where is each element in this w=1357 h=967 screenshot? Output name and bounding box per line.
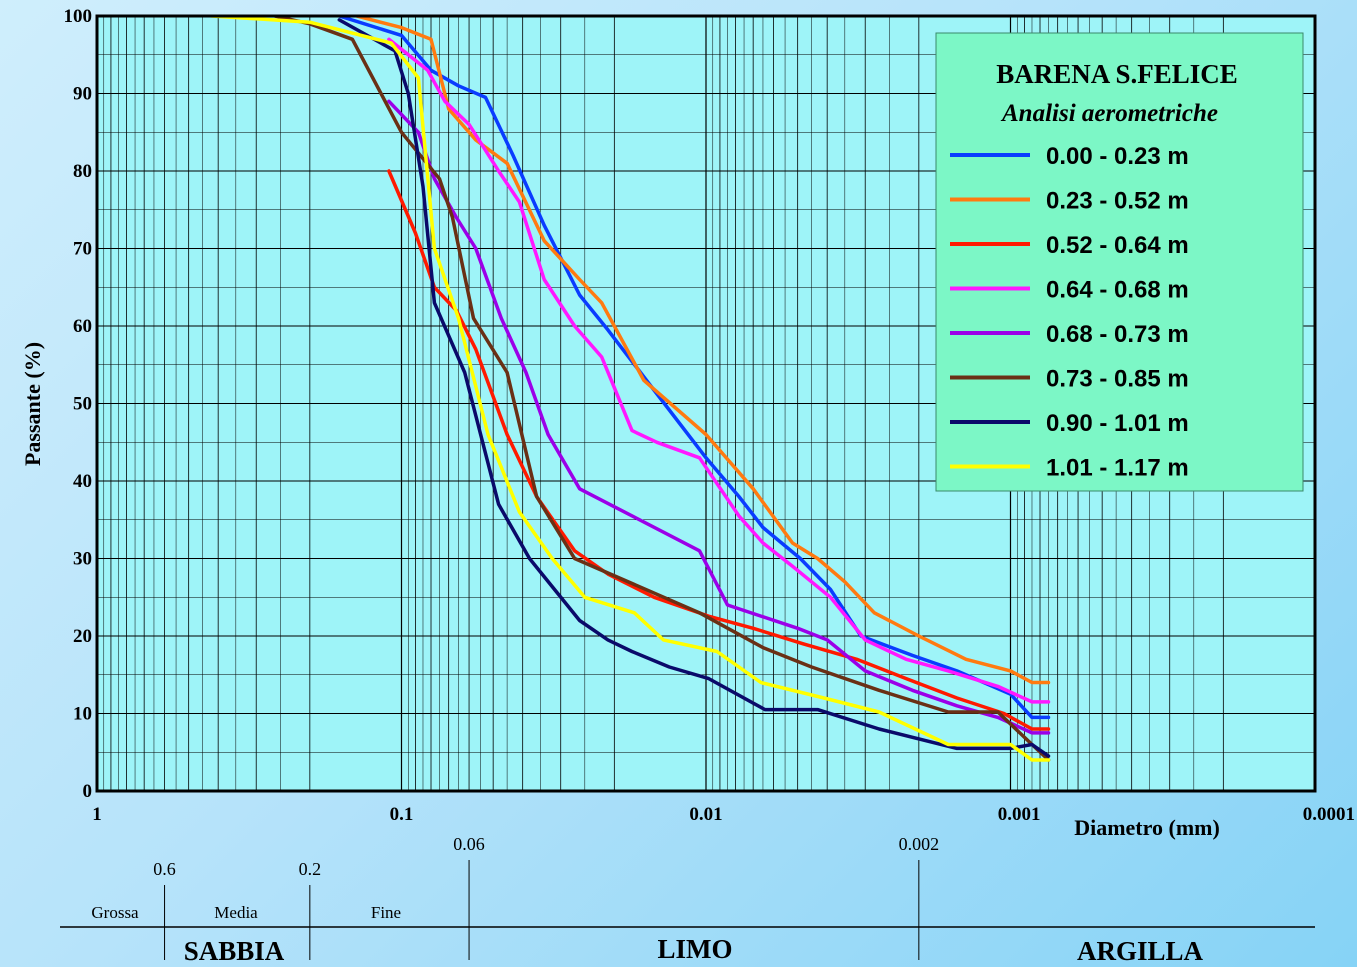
y-tick-label: 0 [83, 781, 93, 802]
plot-frame [95, 14, 1317, 793]
soil-class-sand: SABBIA [184, 936, 285, 966]
y-tick-label: 40 [73, 471, 92, 492]
soil-boundary-label: 0.002 [899, 834, 940, 854]
soil-classification-scale: 0.6 0.2 0.06 0.002 Grossa Media Fine SABBIA… [60, 834, 1315, 966]
x-tick-label: 0.01 [689, 804, 722, 825]
sand-subclass-medium: Media [214, 903, 258, 922]
legend-label: 0.52 - 0.64 m [1046, 232, 1189, 259]
x-axis-title: Diametro (mm) [1074, 815, 1220, 840]
y-tick-label: 20 [73, 626, 92, 647]
legend-label: 1.01 - 1.17 m [1046, 455, 1189, 482]
y-axis-title: Passante (%) [20, 342, 45, 466]
soil-boundary-label: 0.2 [299, 859, 322, 879]
legend-label: 0.68 - 0.73 m [1046, 321, 1189, 348]
data-series [209, 16, 1051, 762]
legend-subtitle: Analisi aerometriche [1000, 100, 1218, 127]
series-line [387, 99, 1051, 735]
y-tick-labels: 0 10 20 30 40 50 60 70 80 90 100 [64, 6, 93, 802]
x-tick-label: 0.0001 [1303, 804, 1355, 825]
x-tick-label: 0.001 [998, 804, 1041, 825]
y-tick-label: 50 [73, 394, 92, 415]
soil-boundary-label: 0.6 [153, 859, 176, 879]
legend-label: 0.23 - 0.52 m [1046, 188, 1189, 215]
x-tick-label: 1 [92, 804, 102, 825]
soil-boundary-label: 0.06 [453, 834, 485, 854]
y-tick-label: 80 [73, 161, 92, 182]
legend-box [935, 32, 1304, 492]
legend: BARENA S.FELICE Analisi aerometriche 0.0… [935, 32, 1304, 492]
sand-subclass-fine: Fine [371, 903, 401, 922]
legend-title: BARENA S.FELICE [996, 59, 1238, 89]
sand-subclass-coarse: Grossa [91, 903, 139, 922]
y-tick-label: 10 [73, 704, 92, 725]
y-tick-label: 70 [73, 239, 92, 260]
legend-items: 0.00 - 0.23 m 0.23 - 0.52 m 0.52 - 0.64 m 0… [950, 143, 1189, 482]
x-tick-labels: 1 0.1 0.01 0.001 0.0001 [92, 804, 1355, 825]
y-tick-label: 30 [73, 549, 92, 570]
legend-label: 0.00 - 0.23 m [1046, 143, 1189, 170]
y-tick-label: 60 [73, 316, 92, 337]
soil-class-clay: ARGILLA [1077, 936, 1204, 966]
soil-class-silt: LIMO [657, 934, 732, 964]
series-line [337, 18, 1051, 758]
y-tick-label: 90 [73, 84, 92, 105]
legend-label: 0.73 - 0.85 m [1046, 366, 1189, 393]
legend-label: 0.64 - 0.68 m [1046, 277, 1189, 304]
soil-boundaries: 0.6 0.2 0.06 0.002 [153, 834, 939, 960]
legend-label: 0.90 - 1.01 m [1046, 410, 1189, 437]
series-line [209, 16, 1051, 762]
y-tick-label: 100 [64, 6, 93, 27]
series-line [337, 16, 1051, 720]
series-line [273, 16, 1051, 762]
x-tick-label: 0.1 [390, 804, 414, 825]
series-line [355, 16, 1051, 685]
series-line [387, 37, 1051, 704]
